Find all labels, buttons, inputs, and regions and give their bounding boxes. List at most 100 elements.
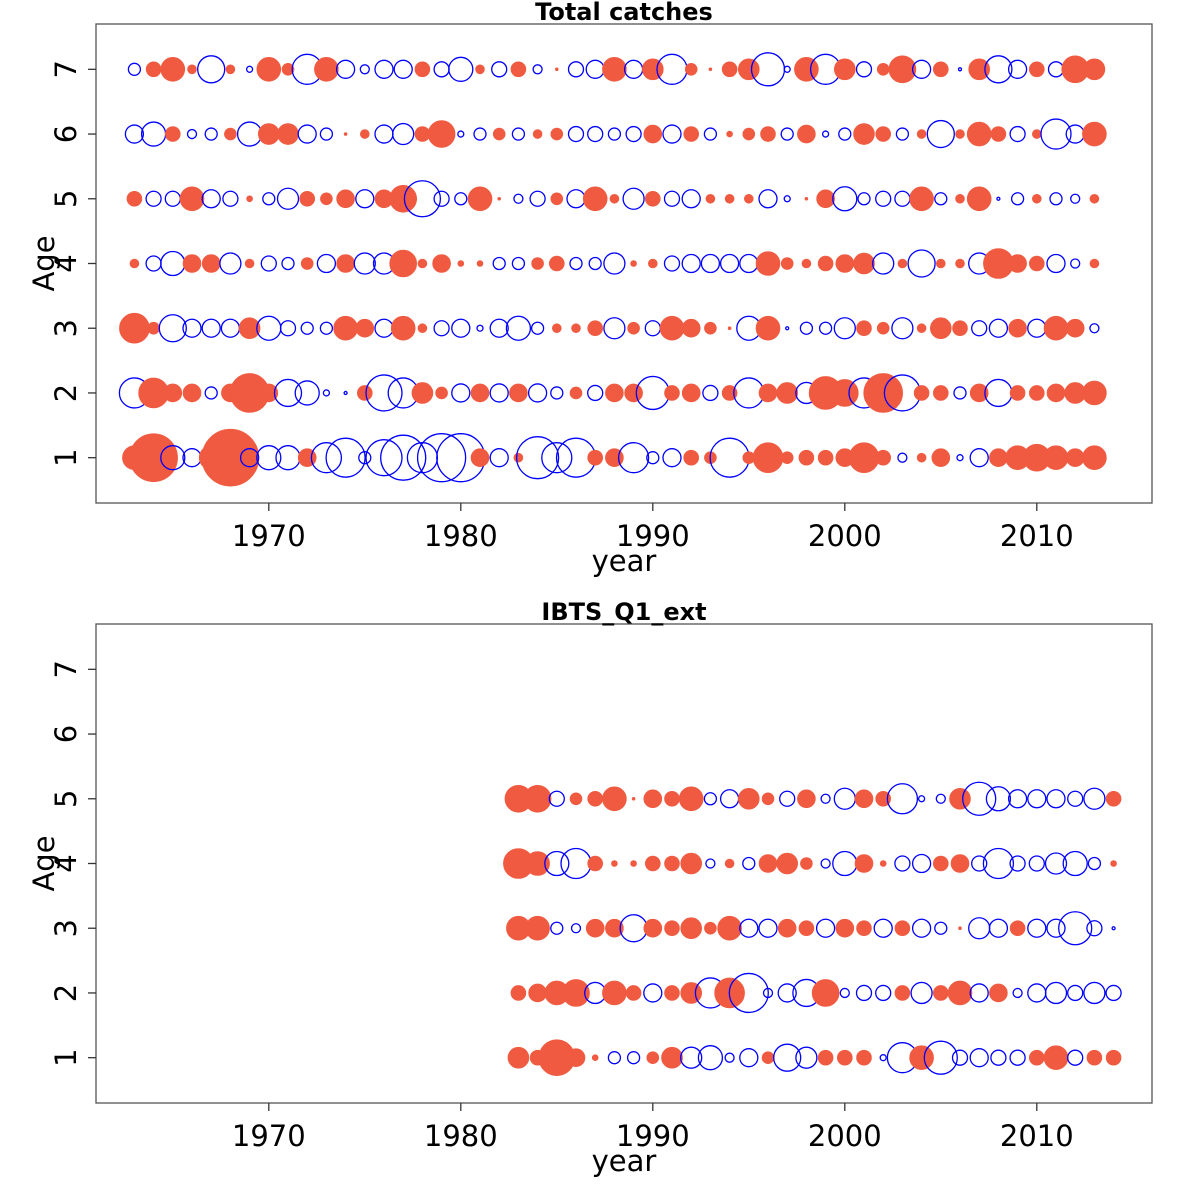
y-tick-label: 5 <box>49 790 83 808</box>
residual-bubble-positive <box>602 980 627 1006</box>
residual-bubble-negative <box>380 434 427 481</box>
residual-bubble-positive <box>989 448 1008 467</box>
residual-bubble-positive <box>798 920 815 937</box>
residual-bubble-positive <box>246 195 253 203</box>
residual-bubble-negative <box>739 918 759 938</box>
residual-bubble-negative <box>319 321 334 335</box>
residual-bubble-positive <box>835 254 855 273</box>
plot-frame <box>95 623 1153 1104</box>
y-axis-label: Age <box>27 835 61 891</box>
residual-bubble-negative <box>984 378 1013 408</box>
residual-bubble-positive <box>609 193 620 204</box>
residual-bubble-positive <box>569 386 583 400</box>
y-tick-label: 2 <box>49 384 83 402</box>
residual-bubble-positive <box>281 63 295 76</box>
residual-bubble-positive <box>532 129 543 139</box>
residual-bubble-negative <box>505 315 532 341</box>
residual-bubble-positive <box>569 792 583 806</box>
residual-bubble-positive <box>1082 445 1107 470</box>
residual-bubble-negative <box>454 192 468 206</box>
residual-bubble-negative <box>273 378 303 408</box>
residual-bubble-negative <box>996 196 1001 201</box>
residual-bubble-negative <box>957 67 963 72</box>
residual-bubble-negative <box>1027 318 1047 338</box>
residual-bubble-positive <box>129 258 140 269</box>
residual-bubble-negative <box>935 793 946 804</box>
residual-bubble-negative <box>724 1052 735 1063</box>
residual-bubble-negative <box>322 389 331 397</box>
residual-bubble-positive <box>224 127 237 141</box>
residual-bubble-negative <box>758 189 778 209</box>
residual-bubble-negative <box>1046 253 1066 274</box>
residual-bubble-negative <box>515 436 560 480</box>
residual-bubble-positive <box>238 317 261 340</box>
residual-bubble-negative <box>855 984 873 1002</box>
chart-title: Total catches <box>535 0 713 26</box>
residual-bubble-positive <box>683 126 700 142</box>
residual-bubble-positive <box>760 126 776 142</box>
residual-bubble-negative <box>566 189 586 209</box>
residual-bubble-negative <box>262 192 276 206</box>
x-tick-label: 1970 <box>232 519 306 553</box>
residual-bubble-negative <box>969 448 989 468</box>
residual-bubble-positive <box>497 196 502 201</box>
residual-bubble-positive <box>990 126 1007 142</box>
residual-bubble-negative <box>783 65 791 73</box>
residual-bubble-positive <box>201 254 221 273</box>
residual-bubble-positive <box>591 1054 599 1061</box>
residual-bubble-negative <box>220 318 241 338</box>
residual-bubble-positive <box>1046 383 1066 403</box>
residual-bubble-positive <box>187 64 197 75</box>
residual-bubble-negative <box>1067 984 1084 1002</box>
residual-bubble-positive <box>681 318 701 338</box>
residual-bubble-negative <box>560 847 592 880</box>
residual-bubble-negative <box>1089 323 1100 334</box>
residual-bubble-negative <box>719 253 740 274</box>
x-tick-label: 1990 <box>616 1119 690 1153</box>
residual-bubble-positive <box>548 255 565 272</box>
residual-bubble-negative <box>335 59 356 79</box>
residual-bubble-negative <box>513 193 524 204</box>
residual-bubble-positive <box>721 61 738 78</box>
residual-bubble-negative <box>1105 984 1122 1002</box>
residual-bubble-positive <box>966 186 992 212</box>
residual-bubble-positive <box>644 190 661 207</box>
residual-bubble-positive <box>1105 790 1122 807</box>
residual-bubble-positive <box>550 127 564 141</box>
residual-bubble-negative <box>838 127 852 141</box>
residual-bubble-positive <box>737 58 760 81</box>
residual-bubble-positive <box>935 258 946 269</box>
residual-bubble-negative <box>310 442 343 474</box>
residual-bubble-negative <box>275 445 301 471</box>
residual-bubble-positive <box>800 857 813 870</box>
residual-bubble-positive <box>417 323 428 334</box>
bubble-series <box>503 781 1122 1076</box>
residual-bubble-negative <box>1046 918 1066 938</box>
residual-bubble-negative <box>197 55 226 84</box>
residual-bubble-positive <box>1089 193 1100 204</box>
residual-bubble-negative <box>448 56 474 82</box>
residual-bubble-positive <box>875 790 892 807</box>
residual-bubble-positive <box>336 189 355 209</box>
residual-bubble-negative <box>491 61 508 78</box>
residual-bubble-negative <box>644 320 661 337</box>
residual-bubble-positive <box>611 860 618 867</box>
residual-bubble-positive <box>411 382 434 404</box>
residual-bubble-negative <box>300 321 314 335</box>
residual-bubble-positive <box>717 915 742 941</box>
residual-bubble-positive <box>797 124 816 144</box>
residual-bubble-negative <box>160 250 186 277</box>
residual-bubble-positive <box>664 790 680 807</box>
residual-bubble-negative <box>719 789 740 809</box>
residual-bubble-positive <box>467 186 493 212</box>
residual-bubble-positive <box>916 323 927 334</box>
residual-bubble-positive <box>435 386 448 400</box>
y-tick-label: 7 <box>49 60 83 78</box>
residual-bubble-positive <box>879 860 887 867</box>
residual-bubble-positive <box>507 1046 530 1069</box>
residual-bubble-negative <box>990 1049 1007 1066</box>
residual-bubble-positive <box>1009 920 1026 937</box>
residual-bubble-positive <box>1086 1049 1103 1066</box>
residual-bubble-negative <box>1044 981 1068 1005</box>
